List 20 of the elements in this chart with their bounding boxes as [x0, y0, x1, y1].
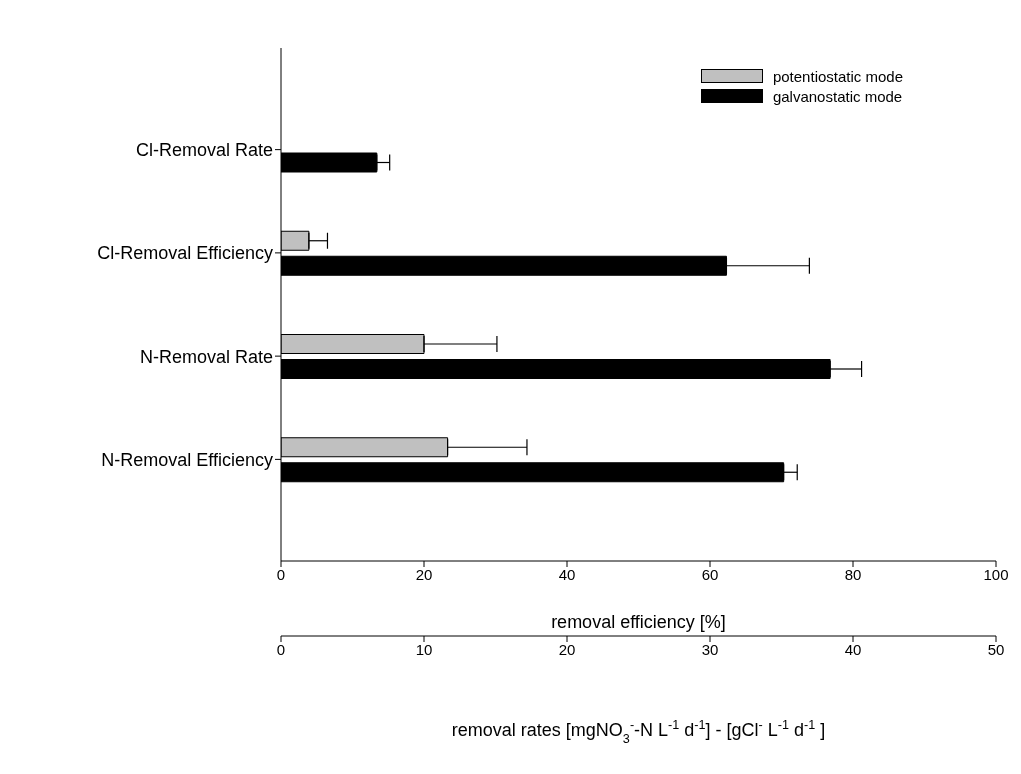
x2-tick-label: 0: [276, 640, 286, 658]
y-tick-label: Cl-Removal Rate: [135, 140, 273, 161]
legend-label: potentiostatic mode: [772, 67, 903, 85]
text: removal rates [mgNO$_{3}$$^{-}$-N L$^{-1}$ d$^{-1}$] - [gCl$^{-}$ L$^{-1}$ d$^{-1}$ ]: [451, 718, 826, 746]
x2-tick-label: 40: [844, 640, 862, 658]
x-tick-label: 100: [983, 565, 1009, 583]
y-tick-label: Cl-Removal Efficiency: [97, 243, 273, 264]
legend-label: galvanostatic mode: [772, 87, 903, 105]
x2-tick-label: 50: [987, 640, 1005, 658]
y-tick-label: N-Removal Rate: [139, 346, 273, 367]
y-tick-label: N-Removal Efficiency: [101, 449, 273, 470]
x2-tick-label: 20: [558, 640, 576, 658]
x-tick-label: 60: [701, 565, 719, 583]
x-axis-title: removal efficiency [%]: [551, 612, 726, 632]
x-tick-label: 40: [558, 565, 576, 583]
x-tick-label: 0: [276, 565, 286, 583]
x-tick-label: 20: [415, 565, 433, 583]
x-tick-label: 80: [844, 565, 862, 583]
x2-tick-label: 30: [701, 640, 719, 658]
x2-tick-label: 10: [415, 640, 433, 658]
